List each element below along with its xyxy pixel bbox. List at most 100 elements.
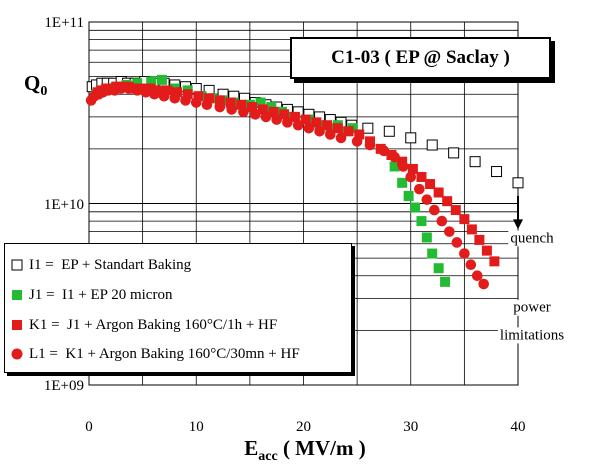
- annotation-background: [511, 299, 553, 316]
- data-point-k1: [442, 196, 453, 207]
- data-point-l1: [282, 117, 293, 128]
- data-point-i1: [405, 132, 417, 144]
- data-point-l1: [421, 194, 433, 205]
- data-point-l1: [249, 109, 261, 120]
- quench-arrowhead: [513, 219, 523, 230]
- data-point-l1: [465, 259, 477, 271]
- data-point-l1: [451, 237, 463, 248]
- data-point-k1: [311, 117, 322, 128]
- data-point-l1: [429, 204, 440, 216]
- data-point-l1: [123, 83, 134, 94]
- y-axis-title: Q0: [24, 71, 47, 99]
- data-point-k1: [343, 126, 354, 137]
- data-point-j1: [421, 232, 432, 243]
- annotations: quench power limitations: [497, 195, 567, 344]
- data-point-k1: [466, 224, 477, 235]
- data-point-k1: [171, 87, 182, 98]
- data-point-j1: [389, 161, 400, 172]
- x-tick-label: 20: [296, 419, 311, 435]
- y-tick-label: 1E+10: [44, 197, 84, 213]
- data-point-l1: [471, 270, 483, 282]
- data-point-k1: [162, 85, 173, 96]
- data-point-l1: [436, 215, 448, 227]
- data-point-j1: [440, 276, 451, 287]
- data-point-l1: [260, 111, 272, 123]
- data-point-k1: [247, 102, 258, 113]
- data-point-l1: [378, 145, 390, 157]
- data-point-i1: [362, 122, 374, 134]
- data-point-l1: [226, 104, 237, 115]
- data-point-j1: [416, 216, 427, 227]
- y-tick-label: 1E+09: [44, 378, 84, 394]
- legend-label: K1 = J1 + Argon Baking 160°C/1h + HF: [29, 316, 278, 333]
- data-point-k1: [214, 95, 225, 106]
- data-point-k1: [182, 89, 193, 100]
- legend-marker-red-circle: [11, 348, 23, 360]
- legend-item-l1: L1 = K1 + Argon Baking 160°C/30mn + HF: [11, 344, 300, 364]
- data-point-k1: [407, 163, 418, 174]
- data-point-k1: [289, 111, 300, 122]
- legend: I1 = EP + Standart Baking J1 = I1 + EP 2…: [4, 243, 352, 373]
- data-point-l1: [169, 92, 181, 104]
- data-point-l1: [397, 161, 409, 172]
- data-point-l1: [115, 83, 127, 94]
- data-point-k1: [474, 234, 485, 245]
- data-point-k1: [193, 91, 204, 102]
- data-point-k1: [268, 106, 279, 117]
- data-point-l1: [214, 101, 226, 113]
- data-point-j1: [427, 248, 438, 259]
- data-point-l1: [351, 136, 363, 147]
- data-point-i1: [491, 166, 503, 178]
- data-point-k1: [416, 171, 427, 182]
- data-point-k1: [153, 85, 164, 96]
- data-point-j1: [132, 78, 143, 89]
- data-point-k1: [481, 245, 492, 256]
- data-point-l1: [478, 278, 489, 290]
- data-point-k1: [225, 97, 236, 108]
- annotation-background: [497, 327, 567, 344]
- data-point-j1: [433, 263, 444, 274]
- legend-marker-red-square: [12, 320, 22, 330]
- data-point-k1: [145, 83, 156, 94]
- chart-title-box: C1-03 ( EP @ Saclay ): [290, 37, 551, 79]
- chart-title: C1-03 ( EP @ Saclay ): [331, 47, 510, 68]
- data-point-k1: [257, 104, 268, 115]
- data-point-j1: [403, 190, 414, 201]
- data-point-l1: [131, 85, 143, 96]
- data-point-l1: [238, 106, 249, 118]
- data-point-l1: [325, 129, 336, 140]
- data-point-i1: [512, 177, 524, 189]
- data-point-k1: [433, 187, 444, 198]
- data-point-l1: [158, 90, 170, 102]
- data-point-k1: [459, 214, 470, 225]
- data-point-i1: [448, 147, 460, 159]
- data-point-l1: [201, 99, 213, 111]
- legend-label: I1 = EP + Standart Baking: [29, 256, 192, 273]
- data-point-k1: [425, 179, 436, 190]
- data-point-j1: [410, 202, 421, 213]
- x-axis-title: Eacc ( MV/m ): [244, 436, 366, 464]
- data-point-l1: [303, 122, 315, 134]
- data-point-l1: [314, 125, 325, 137]
- x-tick-label: 10: [189, 419, 204, 435]
- data-point-j1: [397, 177, 408, 188]
- legend-marker-open-square: [11, 259, 23, 271]
- data-point-j1: [156, 74, 167, 85]
- data-point-l1: [292, 119, 304, 131]
- data-points: [85, 74, 524, 290]
- x-tick-label: 30: [403, 419, 418, 435]
- annotation-limitations: limitations: [500, 327, 564, 343]
- x-tick-label: 40: [511, 419, 526, 435]
- y-tick-labels: 1E+09 1E+10 1E+11: [44, 15, 84, 394]
- data-point-j1: [146, 76, 157, 87]
- data-point-l1: [444, 226, 455, 237]
- data-point-l1: [335, 132, 347, 144]
- data-point-k1: [489, 256, 500, 267]
- data-point-l1: [190, 97, 202, 108]
- data-point-l1: [414, 183, 425, 195]
- data-point-i1: [383, 125, 395, 137]
- x-tick-label: 0: [85, 419, 93, 435]
- data-point-l1: [271, 114, 282, 125]
- data-point-k1: [450, 205, 461, 216]
- data-point-l1: [364, 139, 376, 151]
